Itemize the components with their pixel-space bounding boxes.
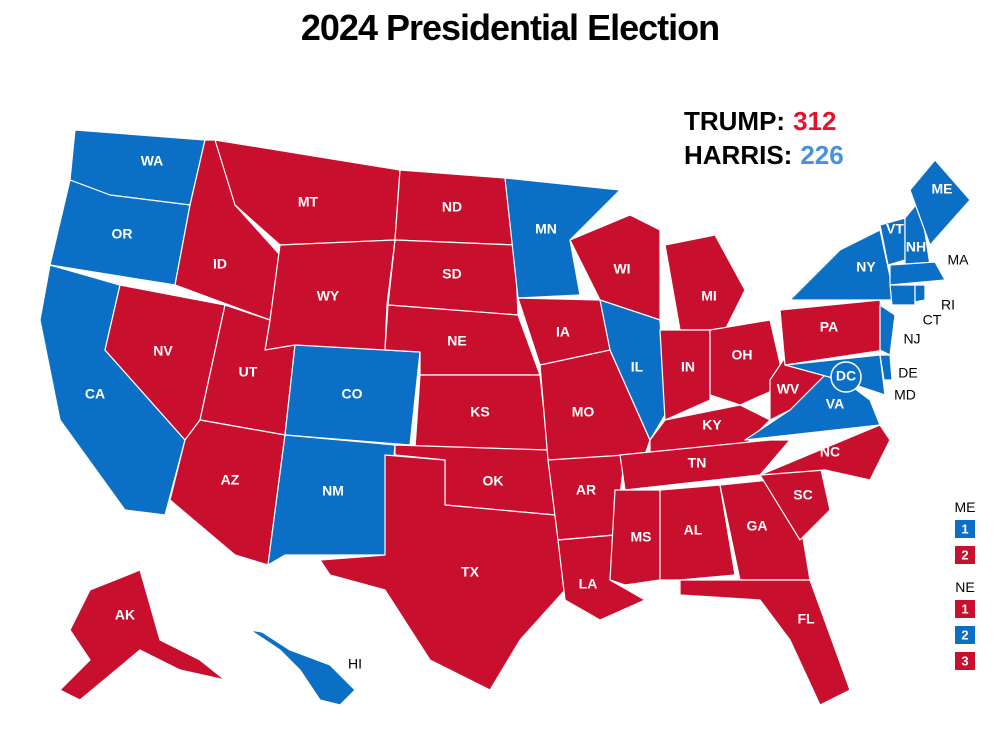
title: 2024 Presidential Election — [301, 7, 719, 48]
district-box — [955, 652, 975, 670]
state-label: AR — [576, 482, 596, 498]
state-label: ID — [213, 256, 227, 272]
state — [609, 489, 661, 586]
state-label: DE — [898, 365, 917, 381]
state-label: MS — [631, 529, 652, 545]
state — [759, 424, 891, 481]
state-label: NE — [447, 333, 466, 349]
state — [599, 299, 666, 441]
tally-votes: 226 — [800, 140, 843, 170]
state-label: NH — [906, 239, 926, 255]
state-labels: WA OR CA NV ID MT WY UT AZ CO NM ND SD NE KS OK TX MN IA MO… — [85, 153, 969, 672]
district-label: 2 — [961, 547, 968, 562]
district-box — [955, 546, 975, 564]
states — [39, 129, 971, 706]
state — [914, 284, 926, 303]
state-label: ND — [442, 199, 462, 215]
state — [619, 439, 791, 491]
state-label: FL — [797, 611, 815, 627]
state — [889, 284, 916, 306]
state-label: NJ — [903, 331, 920, 347]
state-label: WI — [613, 261, 630, 277]
state-label: WA — [141, 153, 164, 169]
state-label: WV — [777, 381, 800, 397]
state-label: GA — [747, 518, 768, 534]
state-label: KY — [702, 417, 722, 433]
state — [267, 434, 396, 566]
state-label: NM — [322, 483, 344, 499]
state-label: LA — [579, 576, 598, 592]
state — [664, 234, 746, 331]
state-label: KS — [470, 404, 489, 420]
state — [709, 319, 786, 406]
state — [504, 177, 621, 299]
tally-name: HARRIS: — [684, 140, 792, 170]
state-label: IA — [556, 324, 570, 340]
state-label: UT — [239, 364, 258, 380]
tally-entry: HARRIS: 226 — [684, 140, 844, 170]
district-label: 1 — [961, 601, 968, 616]
state — [789, 229, 896, 301]
state-label: MA — [948, 252, 970, 268]
state — [319, 454, 566, 691]
state-label: OK — [483, 473, 504, 489]
state-label: NY — [856, 259, 876, 275]
state-label: CO — [342, 386, 363, 402]
state-label: DC — [836, 368, 856, 384]
state — [249, 629, 356, 706]
state-label: SD — [442, 266, 461, 282]
state-label: SC — [793, 487, 812, 503]
state — [679, 579, 851, 706]
state-label: TX — [461, 564, 480, 580]
state — [59, 569, 226, 701]
state — [169, 419, 286, 566]
state-label: NC — [820, 444, 840, 460]
state-label: ME — [932, 181, 953, 197]
state-label: AL — [684, 522, 703, 538]
state-label: OR — [112, 226, 133, 242]
district-box — [955, 520, 975, 538]
split-state: ME — [955, 499, 976, 515]
tally-name: TRUMP: — [684, 106, 785, 136]
tally-votes: 312 — [793, 106, 836, 136]
state — [889, 261, 946, 286]
state-label: IN — [681, 359, 695, 375]
tally-entry: TRUMP: 312 — [684, 106, 836, 136]
split-state: NE — [955, 579, 974, 595]
district-label: 1 — [961, 521, 968, 536]
state-label: NV — [153, 343, 173, 359]
state-label: MI — [701, 288, 717, 304]
state-label: PA — [820, 319, 838, 335]
state-label: AK — [115, 607, 135, 623]
state — [659, 329, 711, 421]
split-votes: ME 1 2 NE 1 2 3 — [955, 499, 976, 670]
state-label: RI — [941, 297, 955, 313]
state — [879, 354, 893, 381]
state — [909, 159, 971, 246]
district-label: 3 — [961, 653, 968, 668]
state-label: MO — [572, 404, 595, 420]
state-label: MT — [298, 194, 319, 210]
state-label: VT — [886, 221, 904, 237]
district-box — [955, 600, 975, 618]
state-label: VA — [826, 396, 844, 412]
state-label: MD — [894, 387, 916, 403]
district-label: 2 — [961, 627, 968, 642]
district-box — [955, 626, 975, 644]
state-label: OH — [732, 347, 753, 363]
state-label: AZ — [221, 472, 240, 488]
state-label: HI — [348, 656, 362, 672]
state-label: WY — [317, 288, 340, 304]
state-label: MN — [535, 221, 557, 237]
state-label: TN — [688, 455, 707, 471]
state-label: IL — [631, 359, 644, 375]
state-label: CA — [85, 386, 105, 402]
state — [569, 214, 661, 321]
state — [659, 484, 736, 581]
state-label: CT — [923, 312, 942, 328]
state — [830, 361, 862, 393]
state — [879, 304, 896, 356]
